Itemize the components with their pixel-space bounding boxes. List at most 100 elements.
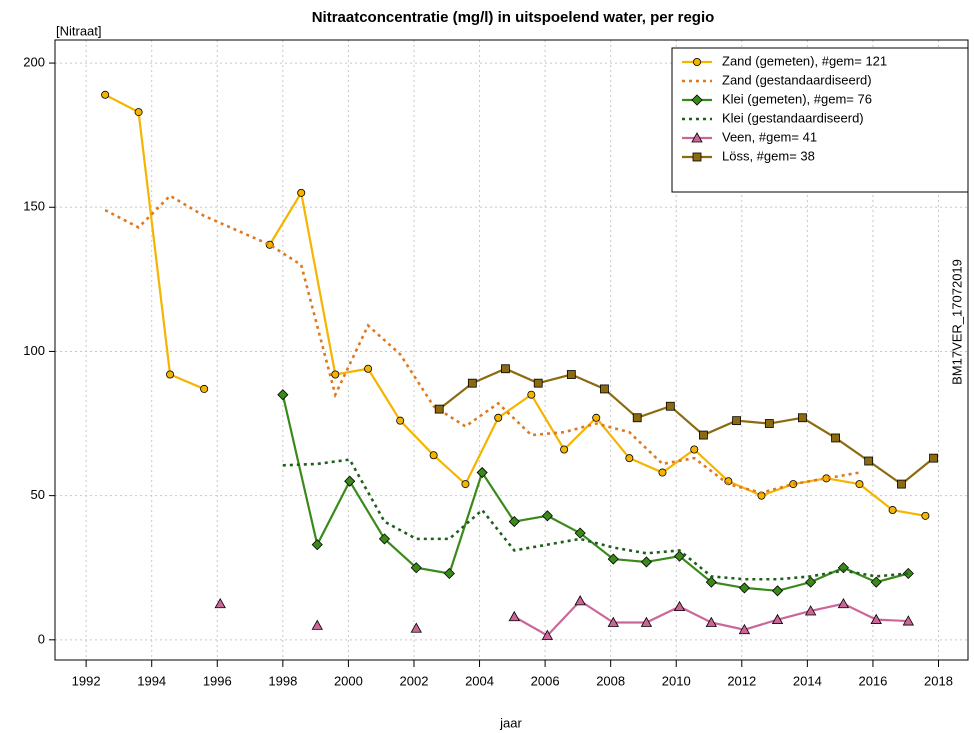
legend-label: Klei (gemeten), #gem= 76 xyxy=(722,91,872,106)
legend: Zand (gemeten), #gem= 121 Zand (gestandaa… xyxy=(671,47,969,193)
x-tick-label: 1998 xyxy=(268,673,297,688)
marker xyxy=(378,533,391,545)
annotation: BM17VER_17072019 xyxy=(949,259,964,385)
marker xyxy=(732,416,741,426)
marker xyxy=(541,510,553,522)
marker xyxy=(902,567,914,580)
marker xyxy=(864,456,874,466)
marker xyxy=(764,419,774,428)
marker xyxy=(625,454,634,463)
marker xyxy=(508,610,520,622)
marker xyxy=(804,605,817,616)
marker xyxy=(771,613,784,625)
marker xyxy=(699,430,708,440)
marker xyxy=(929,453,938,463)
marker xyxy=(344,475,356,487)
marker xyxy=(837,597,850,609)
marker xyxy=(870,576,882,588)
marker xyxy=(461,480,470,489)
marker xyxy=(921,511,930,520)
marker xyxy=(690,445,699,454)
marker xyxy=(429,451,438,460)
marker xyxy=(897,479,906,489)
series-line xyxy=(438,367,935,486)
marker xyxy=(101,90,110,99)
marker xyxy=(640,616,653,627)
marker xyxy=(311,619,323,630)
marker xyxy=(855,480,864,489)
series-line xyxy=(104,194,860,495)
marker xyxy=(214,597,226,609)
y-tick-label: 0 xyxy=(38,631,45,646)
marker xyxy=(705,616,717,627)
marker xyxy=(658,468,667,477)
x-tick-label: 2016 xyxy=(858,673,887,688)
x-tick-label: 2006 xyxy=(531,673,560,688)
marker xyxy=(607,616,619,627)
legend-label: Zand (gestandaardiseerd) xyxy=(722,72,872,87)
marker xyxy=(837,562,849,574)
marker xyxy=(692,152,702,162)
legend-label: Veen, #gem= 41 xyxy=(722,129,817,144)
marker xyxy=(533,378,543,388)
series-line xyxy=(282,458,909,581)
y-axis-label: [Nitraat] xyxy=(56,23,102,38)
marker xyxy=(607,553,619,565)
marker xyxy=(560,445,569,454)
marker xyxy=(501,364,510,374)
marker xyxy=(902,615,915,626)
x-tick-label: 2008 xyxy=(596,673,625,688)
marker xyxy=(888,506,897,515)
marker xyxy=(277,389,289,401)
y-tick-label: 100 xyxy=(23,343,45,358)
x-tick-label: 2002 xyxy=(400,673,429,688)
marker xyxy=(693,58,702,67)
marker xyxy=(311,539,323,551)
marker xyxy=(640,556,652,568)
marker xyxy=(527,390,536,399)
marker xyxy=(574,527,586,539)
marker xyxy=(738,582,750,594)
y-tick-label: 150 xyxy=(23,199,45,214)
marker xyxy=(476,466,488,479)
marker xyxy=(691,94,703,106)
marker xyxy=(566,370,576,379)
marker xyxy=(166,370,175,379)
x-tick-label: 1992 xyxy=(72,673,101,688)
marker xyxy=(691,132,703,143)
x-tick-label: 1994 xyxy=(137,673,166,688)
marker xyxy=(673,600,686,612)
marker xyxy=(831,433,840,443)
y-tick-label: 200 xyxy=(23,55,45,70)
series-line xyxy=(281,394,909,592)
marker xyxy=(396,416,405,425)
marker xyxy=(705,576,717,588)
marker xyxy=(494,413,503,422)
x-tick-label: 2014 xyxy=(793,673,822,688)
marker xyxy=(592,413,601,422)
marker xyxy=(771,585,784,597)
marker xyxy=(200,384,209,393)
chart-title: Nitraatconcentratie (mg/l) in uitspoelen… xyxy=(312,9,715,26)
x-tick-label: 2010 xyxy=(662,673,691,688)
marker xyxy=(508,516,520,528)
x-tick-label: 2004 xyxy=(465,673,494,688)
marker xyxy=(297,188,306,197)
y-tick-label: 50 xyxy=(31,487,45,502)
marker xyxy=(738,623,751,635)
legend-label: Löss, #gem= 38 xyxy=(722,148,815,163)
marker xyxy=(574,595,586,606)
legend-label: Klei (gestandaardiseerd) xyxy=(722,110,864,125)
marker xyxy=(364,364,373,373)
marker xyxy=(600,384,609,394)
marker xyxy=(410,622,422,633)
marker xyxy=(434,404,444,414)
marker xyxy=(410,562,422,574)
marker xyxy=(632,413,642,423)
marker xyxy=(798,413,807,423)
legend-box xyxy=(671,47,969,193)
legend-label: Zand (gemeten), #gem= 121 xyxy=(722,53,887,68)
marker xyxy=(541,629,554,640)
marker xyxy=(467,378,477,388)
